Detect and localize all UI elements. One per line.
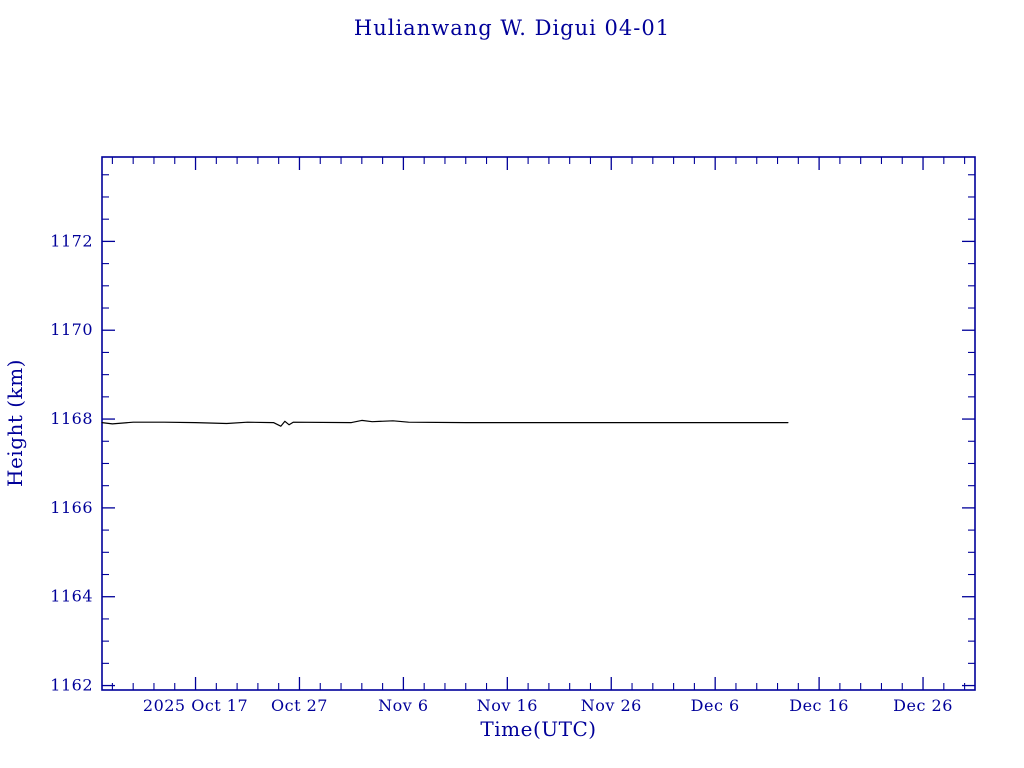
y-tick-label: 1166 [50, 498, 93, 517]
data-line-height [101, 419, 789, 427]
y-tick-label: 1164 [50, 587, 93, 606]
y-tick-label: 1162 [50, 676, 93, 695]
y-tick-label: 1170 [50, 320, 93, 339]
x-tick-label: Oct 27 [271, 696, 328, 715]
x-tick-label: Dec 16 [789, 696, 849, 715]
x-axis-label: Time(UTC) [480, 717, 597, 741]
x-tick-label: 2025 Oct 17 [143, 696, 248, 715]
x-tick-label: Nov 26 [581, 696, 642, 715]
y-tick-label: 1168 [50, 409, 93, 428]
plot-frame [101, 156, 976, 691]
y-tick-label: 1172 [50, 231, 93, 250]
y-axis-label: Height (km) [3, 359, 27, 487]
x-tick-label: Nov 6 [378, 696, 428, 715]
x-tick-label: Nov 16 [477, 696, 538, 715]
x-tick-label: Dec 6 [691, 696, 740, 715]
chart-title: Hulianwang W. Digui 04-01 [353, 16, 671, 40]
x-tick-label: Dec 26 [893, 696, 953, 715]
